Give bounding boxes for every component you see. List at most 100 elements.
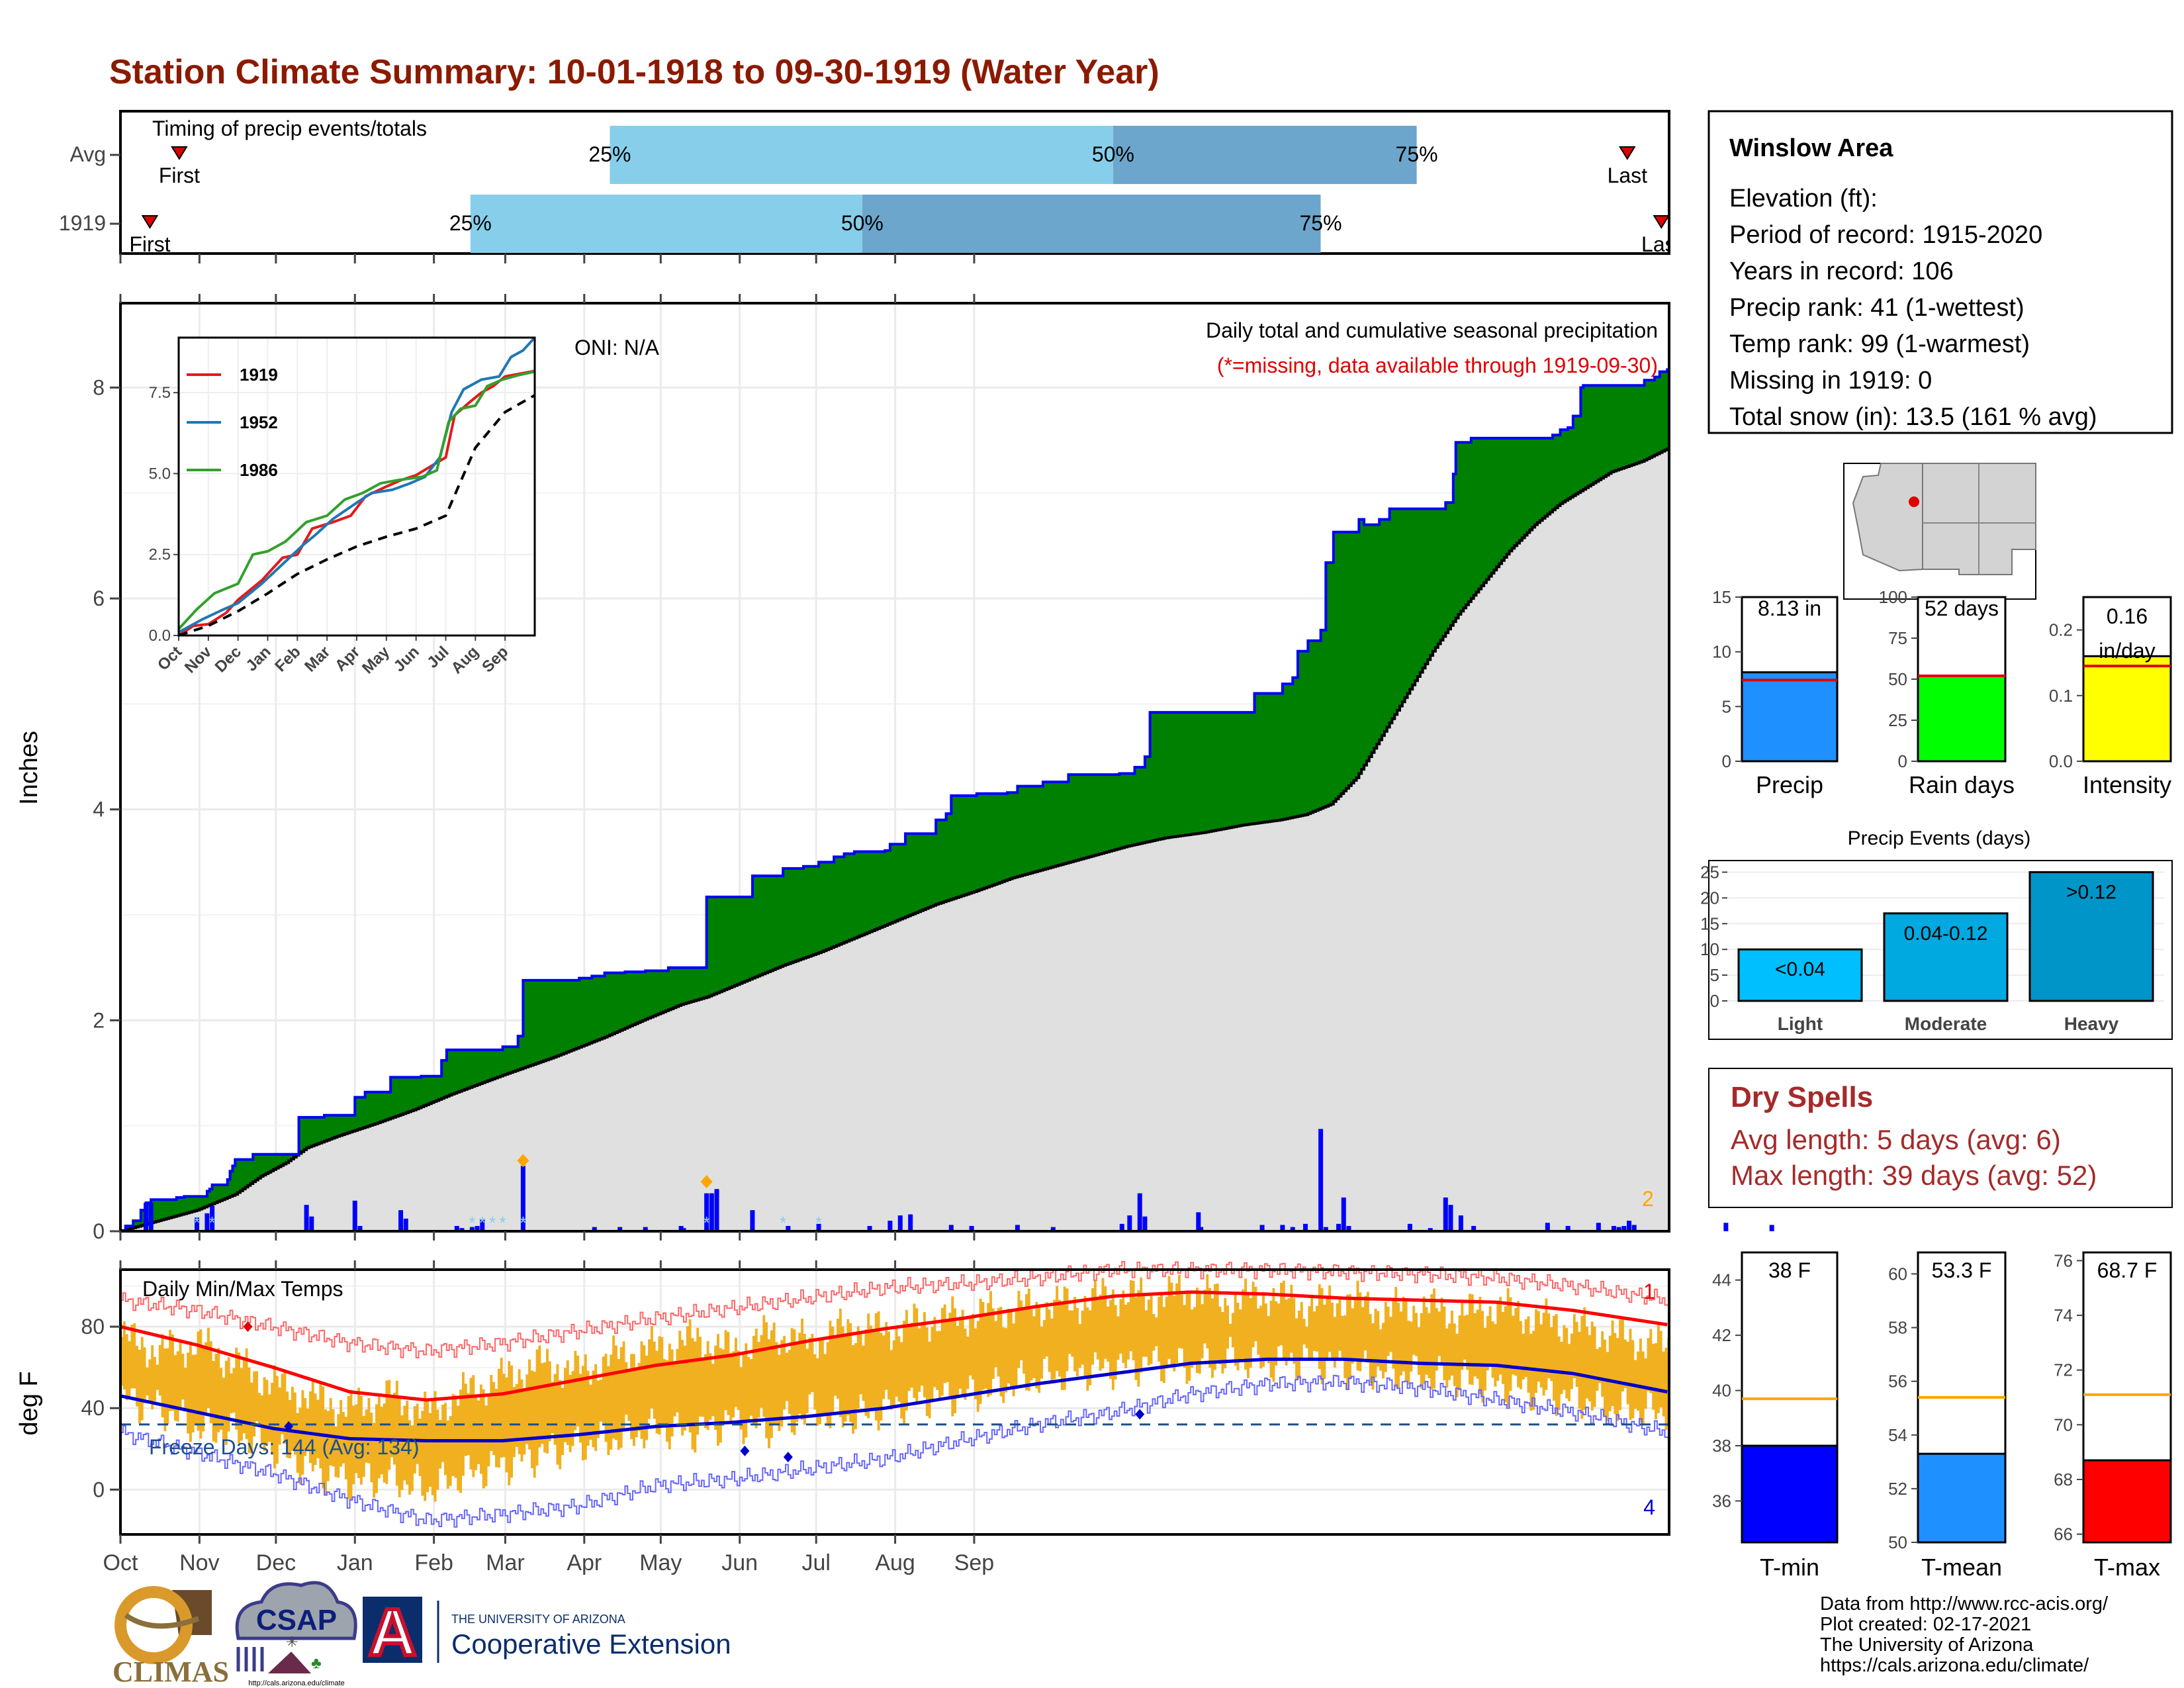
footer: Data from http://www.rcc-acis.org/ Plot … (113, 1581, 2109, 1688)
trace-marker: * (520, 1213, 526, 1233)
temp-bar-t-max (2082, 1459, 2172, 1544)
month-label-feb: Feb (414, 1550, 453, 1575)
footer-line-3: The University of Arizona (1820, 1634, 2034, 1656)
daily-precip-bar (1631, 1225, 1637, 1231)
summary-bar-y-tick-label: 10 (1712, 642, 1731, 662)
timing-last-label: Last (1608, 164, 1648, 187)
summary-bar-y-tick-label: 0 (1722, 751, 1731, 771)
record-high-count: 1 (1643, 1280, 1655, 1303)
summary-bar-y-tick-label: 15 (1712, 587, 1731, 607)
daily-precip-bar (1346, 1226, 1351, 1231)
info-line: Period of record: 1915-2020 (1729, 221, 2042, 249)
temp-bar-y-tick-label: 50 (1888, 1532, 1907, 1552)
daily-precip-bar (681, 1228, 686, 1231)
daily-precip-bar (969, 1226, 974, 1231)
record-low-marker (1135, 1409, 1145, 1420)
timing-bar-q2 (862, 195, 1321, 253)
temp-bar-y-tick-label: 70 (2054, 1415, 2073, 1434)
inset-y-tick-label: 7.5 (149, 384, 171, 402)
daily-precip-bar (1723, 1223, 1729, 1231)
inset-series-1986 (177, 370, 535, 630)
daily-precip-bar (1015, 1225, 1020, 1231)
daily-precip-bar (475, 1226, 480, 1231)
summary-bar-label: Precip (1756, 771, 1823, 798)
info-line: Elevation (ft): (1729, 185, 1878, 212)
station-name: Winslow Area (1729, 134, 1893, 162)
trace-marker: * (469, 1213, 475, 1233)
daily-precip-bar (908, 1214, 913, 1231)
temp-bar-y-tick-label: 76 (2054, 1250, 2073, 1270)
events-bar-heavy (2028, 871, 2154, 1002)
summary-bar-value-label: in/day (2099, 639, 2155, 663)
freeze-days-label: Freeze Days: 144 (Avg: 134) (149, 1435, 420, 1459)
locator-map (1843, 463, 2036, 600)
inset-series-1952 (178, 336, 536, 633)
events-bar-label: 0.04-0.12 (1904, 923, 1988, 945)
inset-y-tick-label: 5.0 (149, 465, 171, 483)
daily-precip-bar (304, 1205, 309, 1231)
trace-marker: * (815, 1213, 822, 1233)
csap-wordmark: CSAP (256, 1604, 337, 1636)
ua-bottom-text: Cooperative Extension (451, 1628, 731, 1660)
trace-marker: * (500, 1213, 506, 1233)
daily-precip-bar (1318, 1129, 1324, 1231)
precip-events-title: Precip Events (days) (1848, 827, 2031, 849)
timing-p50-label: 50% (841, 211, 884, 235)
daily-precip-bar (867, 1226, 872, 1231)
record-low-marker (740, 1445, 750, 1456)
summary-bar-y-tick-label: 0 (1898, 751, 1907, 771)
record-low-count: 4 (1643, 1495, 1655, 1519)
daily-precip-bar (1611, 1226, 1616, 1231)
dry-spells-box: Dry Spells Avg length: 5 days (avg: 6) M… (1708, 1068, 2173, 1208)
daily-precip-bar (1769, 1225, 1774, 1231)
climas-wordmark: CLIMAS (113, 1656, 229, 1688)
info-line: Temp rank: 99 (1-warmest) (1729, 330, 2030, 358)
events-bar-label: <0.04 (1775, 959, 1825, 980)
daily-precip-bar (948, 1225, 954, 1231)
temps-y-tick-label: 0 (93, 1477, 105, 1501)
avg-min-line (120, 1357, 1668, 1442)
summary-bar-intensity (2082, 655, 2172, 763)
summary-bar-y-tick-label: 100 (1879, 587, 1907, 607)
info-line: Precip rank: 41 (1-wettest) (1729, 294, 2025, 322)
events-y-tick-label: 5 (1710, 965, 1719, 985)
summary-bar-y-tick-label: 50 (1888, 669, 1907, 689)
daily-precip-bar (1119, 1223, 1124, 1231)
daily-precip-bar (520, 1166, 525, 1231)
temp-bar-y-tick-label: 40 (1712, 1381, 1731, 1401)
timing-bar-q2 (1113, 126, 1417, 184)
info-frame (1707, 110, 2173, 434)
dry-spells-max: Max length: 39 days (avg: 52) (1731, 1160, 2097, 1191)
daily-precip-bar (144, 1202, 149, 1231)
trace-marker: * (193, 1213, 200, 1233)
timing-first-marker (171, 146, 188, 160)
timing-last-marker (1653, 215, 1669, 229)
daily-precip-bar (1616, 1227, 1621, 1231)
daily-precip-bar (205, 1213, 210, 1231)
precip-missing-note: (*=missing, data available through 1919-… (1217, 353, 1658, 377)
temp-bar-y-tick-label: 60 (1888, 1264, 1907, 1284)
summary-bars: 0 5 10 15 8.13 in Precip 0 25 50 75 100 52 days Rain… (1712, 587, 2172, 798)
avg-max-line (120, 1290, 1668, 1402)
daily-precip-bar (592, 1227, 597, 1231)
timing-last-marker (1619, 146, 1636, 160)
station-location-marker (1909, 496, 1919, 507)
timing-panel: Timing of precip events/totals 25% 50% 75%… (59, 110, 1670, 263)
daily-precip-bar (709, 1193, 714, 1231)
daily-precip-bar (678, 1226, 684, 1231)
trace-marker: * (479, 1213, 486, 1233)
temps-panel: 0 40 80 deg F Daily Min/Max Temps Freeze D… (15, 1260, 1670, 1544)
daily-precip-bar (469, 1227, 475, 1231)
temp-bar-y-tick-label: 72 (2054, 1360, 2073, 1380)
svg-text:✳: ✳ (286, 1634, 298, 1650)
temp-bar-y-tick-label: 42 (1712, 1325, 1731, 1345)
events-y-tick-label: 0 (1710, 991, 1719, 1011)
snow-marker (700, 1175, 713, 1189)
month-label-jan: Jan (337, 1550, 373, 1575)
climas-logo: CLIMAS (113, 1586, 229, 1688)
trace-marker: * (489, 1213, 496, 1233)
timing-p75-label: 75% (1396, 142, 1438, 166)
precip-ylabel: Inches (15, 731, 43, 805)
